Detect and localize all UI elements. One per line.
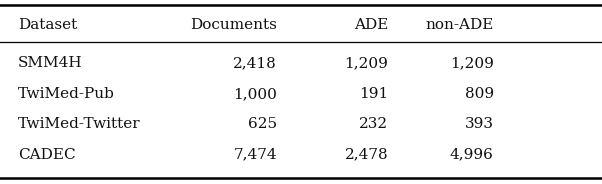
Text: non-ADE: non-ADE [425, 18, 494, 32]
Text: 232: 232 [359, 117, 388, 131]
Text: 2,418: 2,418 [233, 56, 277, 70]
Text: Documents: Documents [190, 18, 277, 32]
Text: 809: 809 [465, 87, 494, 101]
Text: 625: 625 [248, 117, 277, 131]
Text: 191: 191 [359, 87, 388, 101]
Text: 7,474: 7,474 [234, 148, 277, 162]
Text: 1,000: 1,000 [233, 87, 277, 101]
Text: CADEC: CADEC [18, 148, 76, 162]
Text: 393: 393 [465, 117, 494, 131]
Text: SMM4H: SMM4H [18, 56, 82, 70]
Text: 2,478: 2,478 [345, 148, 388, 162]
Text: TwiMed-Twitter: TwiMed-Twitter [18, 117, 141, 131]
Text: Dataset: Dataset [18, 18, 77, 32]
Text: 4,996: 4,996 [450, 148, 494, 162]
Text: ADE: ADE [354, 18, 388, 32]
Text: 1,209: 1,209 [450, 56, 494, 70]
Text: 1,209: 1,209 [344, 56, 388, 70]
Text: TwiMed-Pub: TwiMed-Pub [18, 87, 115, 101]
